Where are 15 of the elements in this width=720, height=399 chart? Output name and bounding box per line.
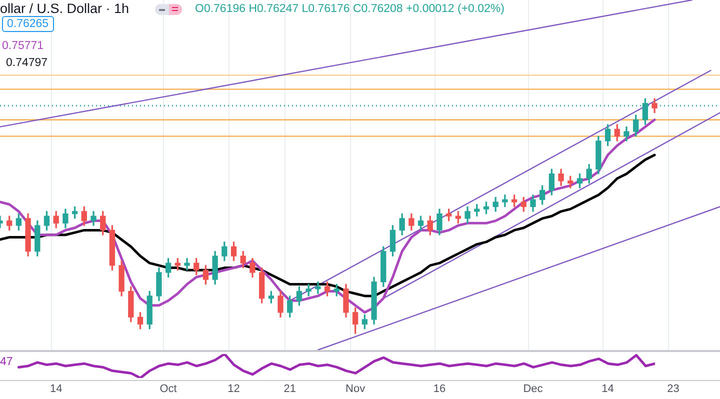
x-tick-label: 21: [284, 383, 296, 396]
x-tick-label: Oct: [160, 383, 177, 396]
chart-subtitle: O0.76196 H0.76247 L0.76176 C0.76208 +0.00012 (+0.02%): [195, 3, 504, 15]
x-tick-label: 23: [667, 383, 680, 396]
x-tick-label: 12: [228, 383, 240, 396]
x-tick-label: 14: [50, 383, 62, 396]
x-tick-label: 14: [602, 383, 614, 396]
chart-title: ollar / U.S. Dollar · 1h: [0, 1, 130, 16]
text: 0.76265: [2, 16, 54, 32]
annotation: 47: [0, 356, 13, 368]
x-tick-label: Nov: [346, 383, 366, 396]
x-tick-label: 16: [433, 383, 446, 396]
text: 0.74797: [6, 57, 48, 69]
text: 0.75771: [2, 40, 44, 52]
x-tick-label: Dec: [523, 383, 544, 396]
